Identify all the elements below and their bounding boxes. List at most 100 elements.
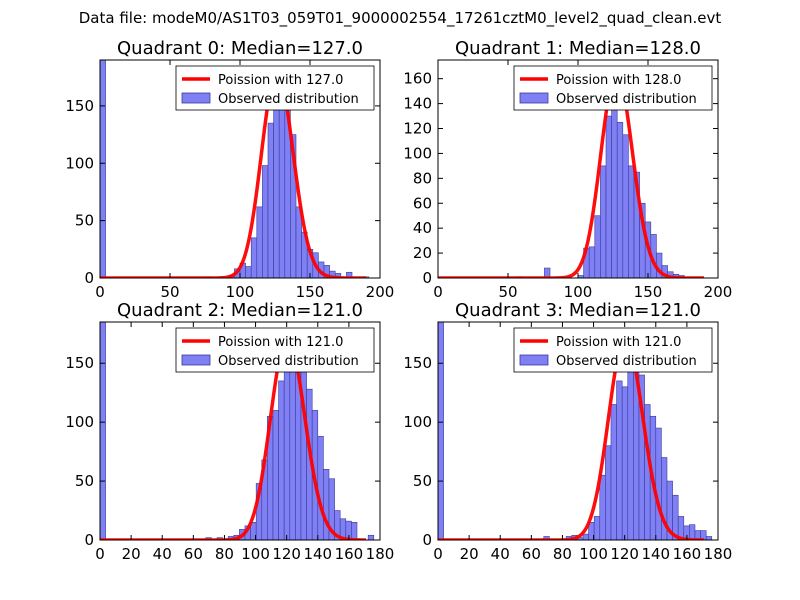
legend-observed-swatch — [181, 92, 211, 104]
x-tick-label: 200 — [366, 283, 395, 301]
plot-area — [100, 322, 375, 540]
x-tick-label: 100 — [579, 545, 608, 563]
histogram-bar — [267, 122, 274, 278]
y-tick-label: 0 — [84, 269, 94, 287]
histogram-bar — [256, 206, 263, 278]
y-tick-label: 150 — [65, 354, 94, 372]
axes-frame — [99, 321, 381, 541]
legend-poisson-label: Poission with 127.0 — [218, 73, 343, 88]
y-tick-label: 0 — [84, 531, 94, 549]
legend-observed-label: Observed distribution — [556, 354, 697, 369]
x-tick-label: 80 — [215, 545, 234, 563]
histogram-bar — [594, 215, 601, 278]
x-tick-label: 40 — [491, 545, 510, 563]
histogram-bar — [628, 165, 635, 278]
histogram-bar — [278, 380, 285, 540]
histogram-bar — [605, 115, 612, 278]
y-tick-label: 50 — [75, 212, 94, 230]
histogram-bar — [272, 410, 279, 540]
histogram-bar — [100, 60, 106, 278]
histogram-bar — [100, 322, 106, 540]
legend-observed-label: Observed distribution — [218, 92, 359, 107]
subplots: Quadrant 0: Median=127.00 50 100 150 2000501… — [65, 38, 732, 563]
x-tick-label: 40 — [153, 545, 172, 563]
histogram-bar — [273, 82, 280, 278]
legend-poisson-label: Poission with 121.0 — [556, 335, 681, 350]
histogram-bar — [250, 237, 258, 278]
histogram-bar — [689, 524, 696, 540]
y-tick-label: 100 — [65, 154, 94, 172]
x-tick-label: 120 — [610, 545, 639, 563]
histogram-bar — [655, 427, 662, 540]
histogram-bar — [605, 445, 612, 540]
x-tick-label: 50 — [498, 283, 517, 301]
y-tick-label: 120 — [403, 120, 432, 138]
legend-poisson-label: Poission with 121.0 — [218, 335, 343, 350]
histogram-bar — [328, 478, 335, 540]
histogram-bar — [600, 165, 607, 278]
figure-suptitle: Data file: modeM0/AS1T03_059T01_90000025… — [79, 9, 722, 28]
y-tick-label: 160 — [403, 70, 432, 88]
legend-observed-swatch — [519, 92, 549, 104]
legend: Poission with 128.0 Observed distribution — [513, 65, 713, 111]
histogram-bar — [616, 380, 623, 540]
histogram-bar — [245, 266, 252, 278]
legend-observed-label: Observed distribution — [218, 354, 359, 369]
histogram-bar — [588, 246, 596, 278]
x-tick-label: 150 — [296, 283, 325, 301]
x-tick-label: 0 — [433, 545, 443, 563]
x-tick-label: 50 — [160, 283, 179, 301]
x-tick-label: 160 — [335, 545, 364, 563]
legend-poisson-label: Poission with 128.0 — [556, 73, 681, 88]
poisson-curve — [438, 70, 705, 278]
poisson-curve — [100, 335, 367, 540]
histogram-bar — [283, 368, 291, 540]
x-tick-label: 0 — [95, 545, 105, 563]
x-tick-label: 140 — [303, 545, 332, 563]
histogram-bar — [593, 516, 601, 540]
histogram-bar — [290, 134, 297, 278]
y-tick-label: 50 — [413, 472, 432, 490]
x-tick-label: 60 — [184, 545, 203, 563]
histogram-bar — [582, 533, 589, 540]
x-tick-label: 140 — [641, 545, 670, 563]
subplot-3: Quadrant 3: Median=121.00 20 40 60 80 100 120 1… — [403, 300, 732, 563]
y-tick-label: 0 — [422, 269, 432, 287]
subplot-0: Quadrant 0: Median=127.0 0 50 100 150 200 0 50 1… — [65, 38, 394, 301]
x-tick-label: 100 — [564, 283, 593, 301]
subplot-title: Quadrant 0: Median=127.0 — [117, 38, 363, 59]
histogram-bar — [289, 348, 296, 540]
x-tick-label: 120 — [272, 545, 301, 563]
histogram-bar — [367, 534, 375, 540]
histogram-bar — [351, 522, 358, 540]
y-tick-label: 0 — [422, 531, 432, 549]
histogram-bar — [705, 536, 713, 540]
subplot-2: Quadrant 2: Median=121.00 20 40 60 80 100 120 1… — [65, 300, 394, 563]
histogram-bar — [616, 121, 624, 278]
subplot-title: Quadrant 3: Median=121.0 — [455, 300, 701, 321]
histogram-bar — [610, 404, 617, 540]
x-tick-label: 20 — [122, 545, 141, 563]
subplot-title: Quadrant 1: Median=128.0 — [455, 38, 701, 59]
x-tick-label: 100 — [241, 545, 270, 563]
x-tick-label: 200 — [704, 283, 733, 301]
x-tick-label: 60 — [522, 545, 541, 563]
histogram-bar — [317, 436, 324, 540]
legend-observed-swatch — [519, 354, 549, 366]
histogram-bar — [438, 322, 444, 540]
subplot-1: Quadrant 1: Median=128.0 0 50 100 150 200 0 20 4… — [403, 38, 732, 301]
x-tick-label: 180 — [704, 545, 733, 563]
histogram-bar — [599, 474, 606, 540]
x-tick-label: 180 — [366, 545, 395, 563]
histogram-bar — [622, 134, 629, 278]
y-tick-label: 50 — [75, 472, 94, 490]
y-tick-label: 100 — [65, 413, 94, 431]
legend: Poission with 121.0 Observed distribution — [175, 327, 375, 373]
poisson-curve — [100, 69, 367, 278]
histogram-bar — [278, 94, 286, 278]
y-tick-label: 20 — [413, 244, 432, 262]
histogram-bar — [611, 90, 618, 278]
poisson-curve — [438, 335, 705, 540]
histogram-bar — [700, 530, 707, 540]
